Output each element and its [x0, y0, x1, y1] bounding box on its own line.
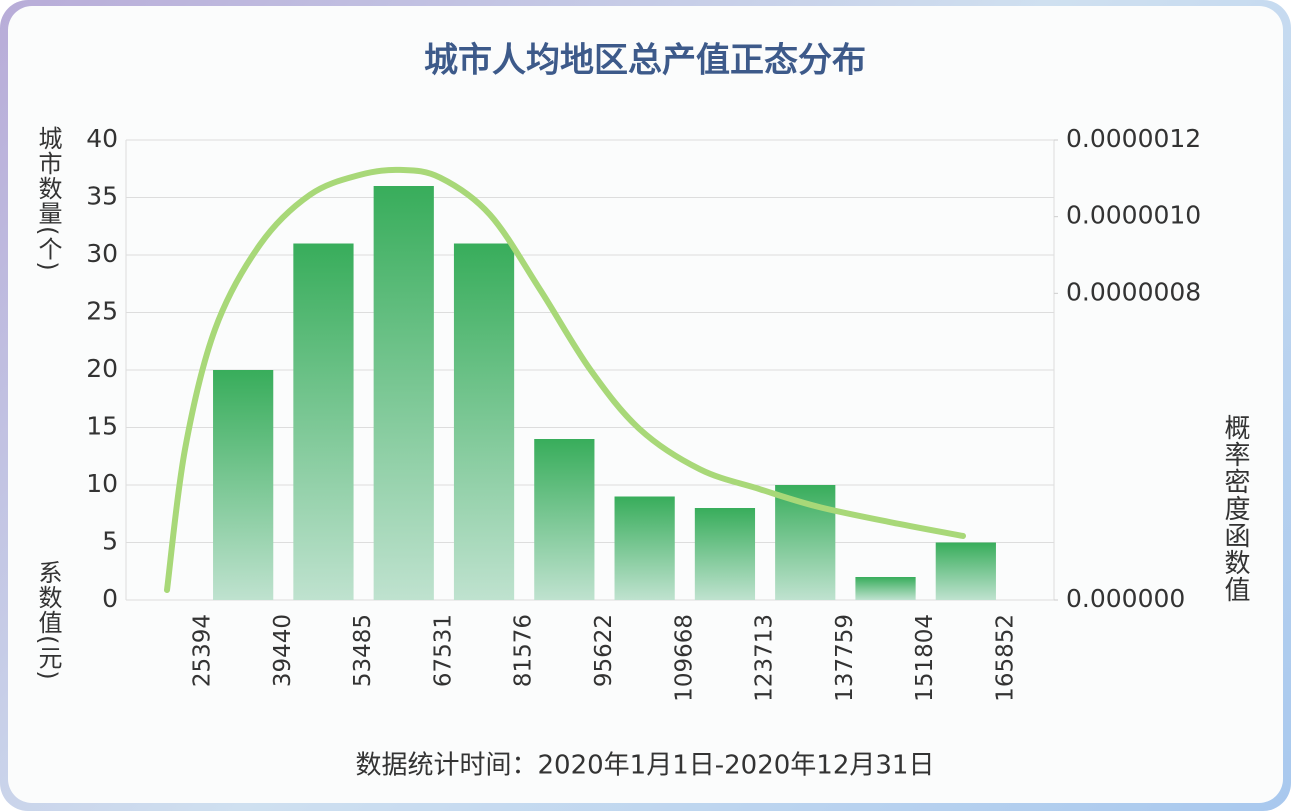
y-axis-label: 城市数量(个)	[34, 126, 62, 272]
x-tick-label: 165852	[992, 614, 1018, 702]
y-tick-label: 30	[86, 239, 118, 268]
y2-tick-label: 0.0000012	[1066, 124, 1201, 153]
y-tick-label: 35	[86, 182, 118, 211]
bar	[614, 496, 675, 600]
footnote: 数据统计时间：2020年1月1日-2020年12月31日	[356, 751, 935, 781]
y-tick-label: 0	[102, 584, 118, 613]
bar	[935, 542, 996, 600]
y2-axis-label: 概率密度函数值	[1220, 414, 1250, 603]
x-tick-label: 123713	[752, 614, 778, 702]
x-tick-label: 95622	[591, 614, 617, 687]
y-tick-label: 25	[86, 297, 118, 326]
bar	[293, 243, 354, 600]
y2-tick-label: 0.000000	[1066, 584, 1185, 613]
bar	[213, 370, 274, 600]
x-tick-label: 109668	[671, 614, 697, 702]
x-tick-label: 151804	[912, 614, 938, 702]
density-line	[164, 166, 967, 594]
x-tick-label: 81576	[511, 614, 537, 687]
x-tick-label: 39440	[270, 614, 296, 687]
y-tick-label: 20	[86, 354, 118, 383]
x-tick-label: 25394	[190, 614, 216, 687]
bar	[855, 577, 916, 600]
y-tick-label: 40	[86, 124, 118, 153]
bar	[694, 508, 756, 600]
chart-title: 城市人均地区总产值正态分布	[424, 41, 866, 81]
bar	[453, 243, 515, 600]
x-tick-label: 67531	[430, 614, 456, 687]
x-tick-label: 137759	[832, 614, 858, 702]
y2-tick-label: 0.0000010	[1066, 201, 1201, 230]
bar	[373, 186, 434, 600]
y-tick-label: 5	[102, 527, 118, 556]
x-axis-label: 系数值(元)	[34, 560, 62, 681]
x-tick-label: 53485	[350, 614, 376, 687]
y-tick-label: 15	[86, 412, 118, 441]
y-tick-label: 10	[86, 469, 118, 498]
y2-tick-label: 0.0000008	[1066, 277, 1201, 306]
bar	[534, 439, 595, 600]
